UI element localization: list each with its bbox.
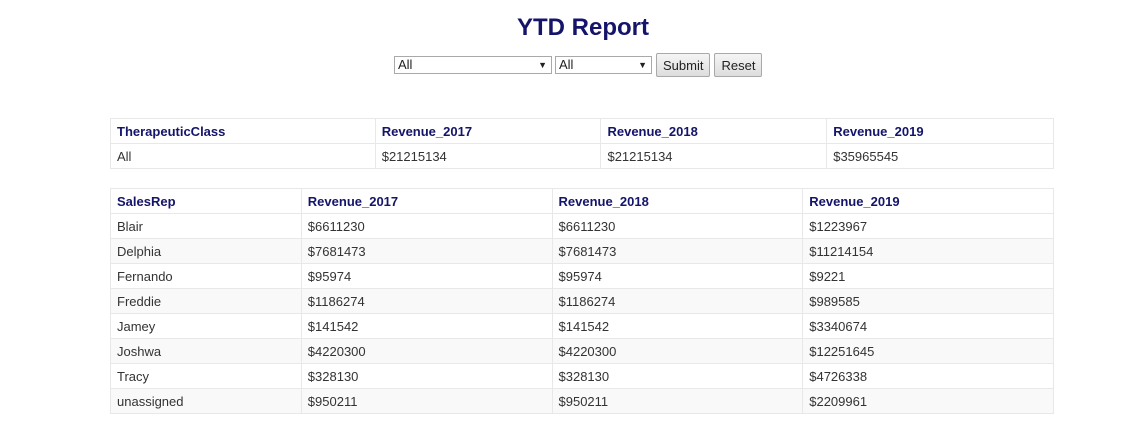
- table-cell: $1186274: [301, 288, 553, 314]
- table-cell: Joshwa: [110, 338, 302, 364]
- table-cell: $21215134: [600, 143, 828, 169]
- table-cell: $95974: [552, 263, 804, 289]
- sales-rep-table: SalesRep Revenue_2017 Revenue_2018 Reven…: [110, 188, 1054, 414]
- table-cell: $4726338: [802, 363, 1054, 389]
- table-row: Delphia $7681473 $7681473 $11214154: [110, 238, 1054, 264]
- sales-rep-select-value: All: [559, 57, 574, 72]
- table-header-row: SalesRep Revenue_2017 Revenue_2018 Reven…: [110, 188, 1054, 214]
- table-cell: $950211: [552, 388, 804, 414]
- table-row: All $21215134 $21215134 $35965545: [110, 143, 1054, 169]
- filter-bar: All ▼ All ▼ Submit Reset: [394, 53, 763, 77]
- table-row: Jamey $141542 $141542 $3340674: [110, 313, 1054, 339]
- table-cell: $4220300: [552, 338, 804, 364]
- table-cell: $4220300: [301, 338, 553, 364]
- table-cell: $35965545: [826, 143, 1054, 169]
- column-header: Revenue_2019: [802, 188, 1054, 214]
- table-cell: Fernando: [110, 263, 302, 289]
- table-cell: Jamey: [110, 313, 302, 339]
- table-cell: $7681473: [301, 238, 553, 264]
- column-header: Revenue_2019: [826, 118, 1054, 144]
- table-row: Fernando $95974 $95974 $9221: [110, 263, 1054, 289]
- column-header: Revenue_2018: [552, 188, 804, 214]
- column-header: Revenue_2018: [600, 118, 828, 144]
- table-row: Blair $6611230 $6611230 $1223967: [110, 213, 1054, 239]
- table-cell: $328130: [301, 363, 553, 389]
- table-row: Joshwa $4220300 $4220300 $12251645: [110, 338, 1054, 364]
- table-cell: $11214154: [802, 238, 1054, 264]
- submit-button[interactable]: Submit: [656, 53, 711, 77]
- page-title: YTD Report: [517, 14, 649, 41]
- reset-button[interactable]: Reset: [714, 53, 763, 77]
- therapeutic-class-select-value: All: [398, 57, 413, 72]
- table-row: unassigned $950211 $950211 $2209961: [110, 388, 1054, 414]
- table-cell: $9221: [802, 263, 1054, 289]
- table-header-row: TherapeuticClass Revenue_2017 Revenue_20…: [110, 118, 1054, 144]
- table-cell: $141542: [301, 313, 553, 339]
- table-cell: $21215134: [375, 143, 602, 169]
- table-cell: $6611230: [301, 213, 553, 239]
- column-header: TherapeuticClass: [110, 118, 376, 144]
- table-row: Tracy $328130 $328130 $4726338: [110, 363, 1054, 389]
- table-cell: $1223967: [802, 213, 1054, 239]
- column-header: SalesRep: [110, 188, 302, 214]
- column-header: Revenue_2017: [375, 118, 602, 144]
- table-cell: unassigned: [110, 388, 302, 414]
- therapeutic-class-select[interactable]: All ▼: [394, 56, 552, 74]
- table-cell: $950211: [301, 388, 553, 414]
- table-cell: $3340674: [802, 313, 1054, 339]
- table-cell: $1186274: [552, 288, 804, 314]
- table-cell: All: [110, 143, 376, 169]
- table-cell: $141542: [552, 313, 804, 339]
- column-header: Revenue_2017: [301, 188, 553, 214]
- sales-rep-select[interactable]: All ▼: [555, 56, 652, 74]
- dropdown-arrow-icon: ▼: [638, 60, 647, 70]
- table-cell: Tracy: [110, 363, 302, 389]
- table-row: Freddie $1186274 $1186274 $989585: [110, 288, 1054, 314]
- table-cell: $95974: [301, 263, 553, 289]
- table-cell: Blair: [110, 213, 302, 239]
- table-cell: $989585: [802, 288, 1054, 314]
- table-cell: Delphia: [110, 238, 302, 264]
- table-cell: $2209961: [802, 388, 1054, 414]
- therapeutic-class-table: TherapeuticClass Revenue_2017 Revenue_20…: [110, 118, 1054, 169]
- table-cell: $7681473: [552, 238, 804, 264]
- dropdown-arrow-icon: ▼: [538, 60, 547, 70]
- table-cell: Freddie: [110, 288, 302, 314]
- table-cell: $6611230: [552, 213, 804, 239]
- table-cell: $328130: [552, 363, 804, 389]
- table-cell: $12251645: [802, 338, 1054, 364]
